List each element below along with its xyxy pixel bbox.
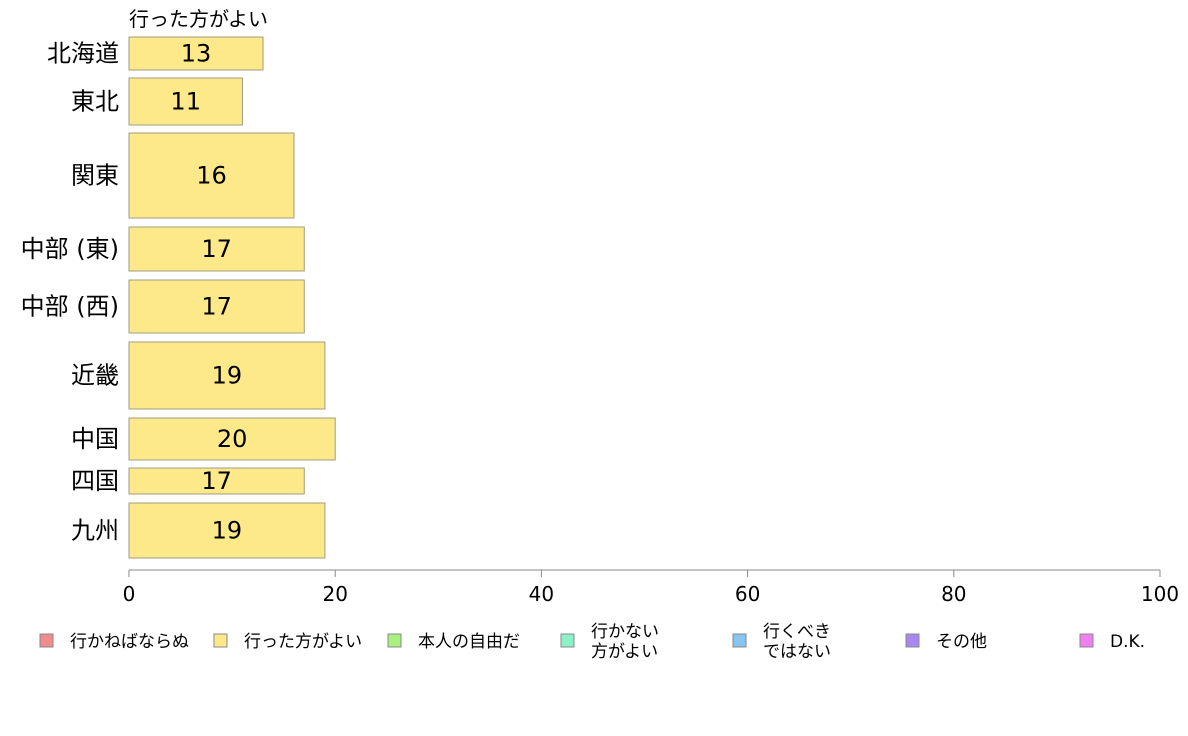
category-label: 中部 (西) [21, 293, 119, 321]
category-label: 九州 [71, 517, 119, 545]
bar [128, 77, 243, 126]
category-label: 中部 (東) [21, 235, 119, 263]
x-tick-label: 20 [322, 582, 347, 606]
bars-group: 13 北海道 11 東北 16 関東 17 中部 (東) 17 中部 (西) 19 近畿 20 中国 17 四… [21, 36, 336, 559]
bar [128, 417, 336, 461]
legend-label: 行った方がよい [244, 632, 362, 652]
legend-swatch [387, 633, 402, 648]
bar [128, 502, 326, 559]
data-label: 20 [217, 425, 248, 453]
legend-swatch [213, 633, 228, 648]
legend-swatch [905, 633, 920, 648]
legend-label: 方がよい [591, 642, 658, 662]
legend-label: D.K. [1110, 632, 1145, 652]
data-label: 19 [212, 362, 243, 390]
data-label: 17 [201, 293, 232, 321]
bar [128, 341, 326, 410]
legend-label: 行くべき [763, 622, 831, 642]
legend-swatch [732, 633, 747, 648]
bar [128, 226, 305, 272]
legend-swatch [1079, 633, 1094, 648]
category-label: 北海道 [47, 40, 119, 68]
bar [128, 467, 305, 495]
data-label: 17 [201, 467, 232, 495]
category-label: 近畿 [71, 362, 119, 390]
bar [128, 279, 305, 334]
legend-swatch [39, 633, 54, 648]
legend-swatch [560, 633, 575, 648]
data-label: 16 [196, 162, 227, 190]
data-label: 19 [212, 517, 243, 545]
category-label: 関東 [71, 162, 119, 190]
series-title: 行った方がよい [129, 7, 268, 31]
legend-label: 本人の自由だ [418, 632, 520, 652]
data-label: 13 [181, 40, 212, 68]
legend-label: 行かない [591, 622, 659, 642]
x-tick-label: 60 [735, 582, 760, 606]
category-label: 中国 [71, 425, 119, 453]
data-label: 11 [170, 88, 201, 116]
data-label: 17 [201, 235, 232, 263]
legend-label: 行かねばならぬ [70, 632, 189, 652]
x-tick-label: 100 [1141, 582, 1179, 606]
x-axis: 0 20 40 60 80 100 [123, 569, 1179, 606]
x-tick-label: 40 [529, 582, 554, 606]
category-label: 四国 [71, 467, 119, 495]
legend-label: その他 [936, 632, 987, 652]
x-tick-label: 0 [123, 582, 136, 606]
legend-label: ではない [763, 642, 831, 662]
x-tick-label: 80 [941, 582, 966, 606]
bar [128, 36, 264, 71]
bar [128, 132, 295, 219]
category-label: 東北 [71, 88, 119, 116]
